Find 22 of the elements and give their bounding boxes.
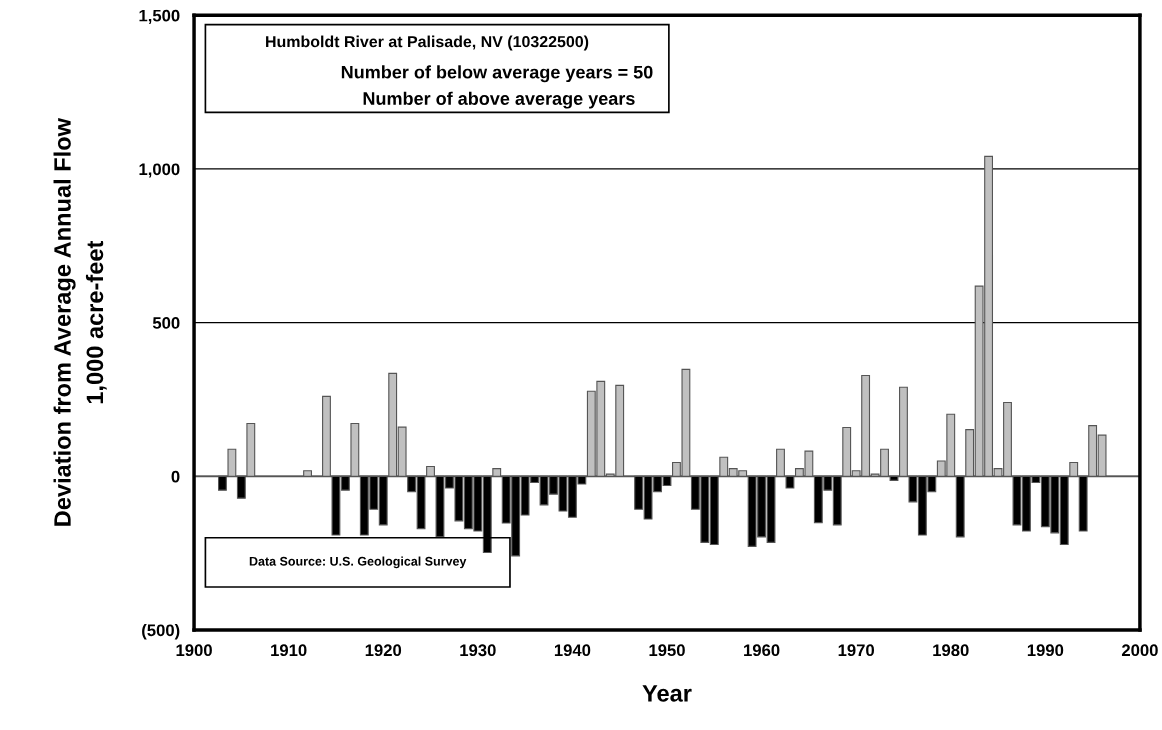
annotation: Number of below average years = 50 — [341, 65, 653, 83]
y-tick-label: 1,500 — [139, 9, 180, 24]
y-tick-label: 0 — [171, 470, 180, 483]
annotation: Humboldt River at Palisade, NV (10322500) — [266, 35, 589, 51]
x-tick-label: 1930 — [460, 644, 496, 657]
x-tick-label: 1940 — [554, 644, 591, 657]
x-tick-label: 1960 — [744, 644, 780, 657]
x-tick-label: 1900 — [176, 644, 212, 657]
annotation: Data Source: U.S. Geological Survey — [249, 556, 467, 569]
y-axis-title: Deviation from Average Annual Flow 1,000 acre-feet — [53, 117, 107, 526]
y-tick-label: 500 — [152, 317, 180, 329]
x-tick-label: 1990 — [1027, 644, 1064, 657]
y-tick-label: (500) — [142, 623, 180, 640]
x-tick-label: 1950 — [649, 644, 685, 657]
x-axis-title: Year — [642, 685, 692, 702]
y-tick-label: 1,000 — [139, 163, 180, 178]
x-tick-label: 2000 — [1121, 644, 1158, 657]
x-tick-label: 1920 — [365, 644, 402, 657]
x-tick-label: 1910 — [271, 644, 307, 657]
x-tick-label: 1980 — [933, 644, 969, 657]
annotation: Number of above average years — [363, 91, 635, 109]
x-tick-label: 1970 — [838, 644, 875, 657]
